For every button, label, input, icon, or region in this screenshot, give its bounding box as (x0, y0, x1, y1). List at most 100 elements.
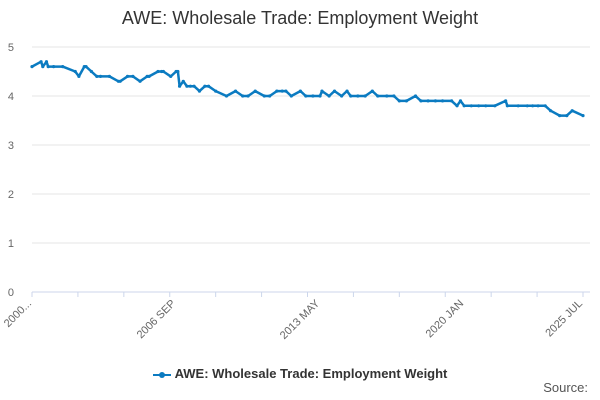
data-point[interactable] (376, 94, 380, 98)
data-point[interactable] (161, 69, 165, 74)
data-point[interactable] (392, 94, 396, 98)
data-point[interactable] (131, 74, 135, 78)
grid-lines (32, 46, 590, 244)
data-point[interactable] (197, 89, 202, 93)
y-tick-labels: 0 1 2 3 4 5 (8, 42, 14, 299)
data-point[interactable] (327, 94, 331, 98)
data-point[interactable] (558, 114, 562, 118)
data-point[interactable] (95, 74, 99, 78)
data-point[interactable] (147, 74, 151, 78)
data-point[interactable] (177, 84, 182, 88)
data-point[interactable] (41, 65, 45, 69)
data-point[interactable] (241, 94, 245, 98)
data-point[interactable] (570, 109, 574, 113)
data-point[interactable] (268, 94, 272, 98)
x-tick-label: 2000... (2, 298, 34, 330)
data-point[interactable] (206, 84, 211, 88)
data-point[interactable] (253, 89, 257, 93)
data-point[interactable] (363, 94, 367, 98)
data-point[interactable] (262, 94, 266, 98)
data-point[interactable] (185, 84, 189, 88)
data-point[interactable] (440, 99, 445, 103)
data-point[interactable] (413, 94, 418, 98)
data-point[interactable] (203, 84, 207, 88)
data-point[interactable] (98, 74, 103, 78)
data-point[interactable] (39, 60, 43, 64)
data-point[interactable] (433, 99, 438, 103)
data-point[interactable] (349, 94, 353, 98)
data-point[interactable] (397, 99, 401, 103)
data-point[interactable] (581, 114, 585, 118)
data-point[interactable] (318, 94, 322, 98)
data-point[interactable] (30, 65, 34, 69)
data-point[interactable] (419, 99, 423, 103)
data-point[interactable] (192, 84, 196, 88)
data-point[interactable] (505, 104, 509, 108)
data-point[interactable] (181, 79, 185, 83)
data-point[interactable] (516, 104, 520, 108)
data-point[interactable] (426, 99, 430, 103)
data-point[interactable] (275, 89, 279, 93)
data-point[interactable] (345, 89, 349, 93)
data-point[interactable] (298, 89, 302, 93)
data-point[interactable] (77, 74, 81, 78)
legend-label: AWE: Wholesale Trade: Employment Weight (174, 366, 448, 381)
data-point[interactable] (125, 74, 130, 78)
data-point[interactable] (477, 104, 481, 108)
data-point[interactable] (169, 74, 173, 78)
x-tick-label: 2020 JAN (424, 298, 467, 341)
data-point[interactable] (536, 104, 540, 108)
data-point[interactable] (455, 104, 459, 108)
data-point[interactable] (73, 69, 77, 74)
data-point[interactable] (246, 94, 250, 98)
data-point[interactable] (176, 69, 180, 74)
legend[interactable]: AWE: Wholesale Trade: Employment Weight (0, 366, 600, 381)
y-tick-label: 2 (8, 189, 14, 201)
data-point[interactable] (84, 65, 88, 69)
data-point[interactable] (224, 94, 229, 98)
data-point[interactable] (46, 65, 50, 69)
data-point[interactable] (450, 99, 454, 103)
data-point[interactable] (385, 94, 389, 98)
data-point[interactable] (493, 104, 497, 108)
data-point[interactable] (458, 99, 463, 103)
data-point[interactable] (462, 104, 466, 108)
data-point[interactable] (284, 89, 288, 93)
data-point[interactable] (311, 94, 315, 98)
x-tick-label: 2006 SEP (135, 298, 179, 342)
data-point[interactable] (44, 60, 49, 64)
data-point[interactable] (332, 89, 337, 93)
data-point[interactable] (214, 89, 218, 93)
data-point[interactable] (504, 99, 508, 103)
data-point[interactable] (304, 94, 308, 98)
data-point[interactable] (543, 104, 547, 108)
x-tick-label: 2013 MAY (278, 297, 323, 342)
data-point[interactable] (233, 89, 238, 93)
data-point[interactable] (565, 114, 569, 118)
data-point[interactable] (138, 79, 142, 83)
data-point[interactable] (484, 104, 488, 108)
data-point[interactable] (156, 69, 160, 74)
data-point[interactable] (320, 89, 324, 93)
x-tick-labels: 2000... 2006 SEP 2013 MAY 2020 JAN 2025 JUL (2, 297, 585, 342)
data-point[interactable] (356, 94, 360, 98)
y-tick-label: 1 (8, 238, 14, 250)
data-point[interactable] (107, 74, 111, 78)
data-point[interactable] (525, 104, 529, 108)
data-point[interactable] (280, 89, 284, 93)
data-point[interactable] (52, 65, 56, 69)
data-point[interactable] (118, 79, 122, 83)
series-line[interactable] (31, 60, 584, 117)
data-point[interactable] (469, 104, 473, 108)
data-point[interactable] (404, 99, 409, 103)
data-point[interactable] (289, 94, 293, 98)
data-point[interactable] (548, 109, 553, 113)
data-point[interactable] (531, 104, 535, 108)
y-tick-label: 4 (8, 91, 14, 103)
data-point[interactable] (370, 89, 374, 93)
data-point[interactable] (188, 84, 192, 88)
data-point[interactable] (61, 65, 65, 69)
data-point[interactable] (89, 69, 94, 74)
data-point[interactable] (340, 94, 344, 98)
